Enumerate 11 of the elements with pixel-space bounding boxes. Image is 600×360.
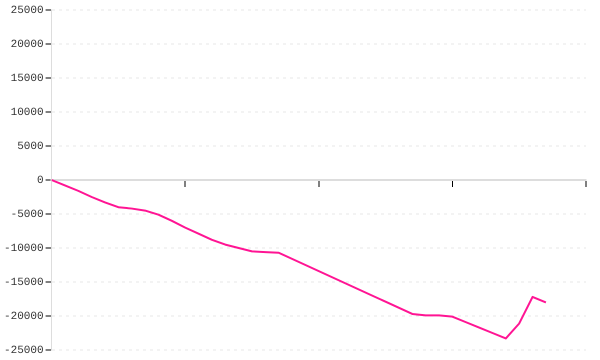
y-tick-label: -15000: [4, 276, 44, 289]
y-tick-label: -5000: [10, 208, 44, 221]
y-tick-label: 0: [36, 174, 44, 187]
y-tick-label: 15000: [10, 72, 44, 85]
y-tick-label: 20000: [10, 38, 44, 51]
y-tick-label: -20000: [4, 310, 44, 323]
y-tick-label: 25000: [10, 4, 44, 17]
y-tick-label: 10000: [10, 106, 44, 119]
y-tick-label: -25000: [4, 344, 44, 357]
y-tick-label: -10000: [4, 242, 44, 255]
y-tick-label: 5000: [17, 140, 44, 153]
